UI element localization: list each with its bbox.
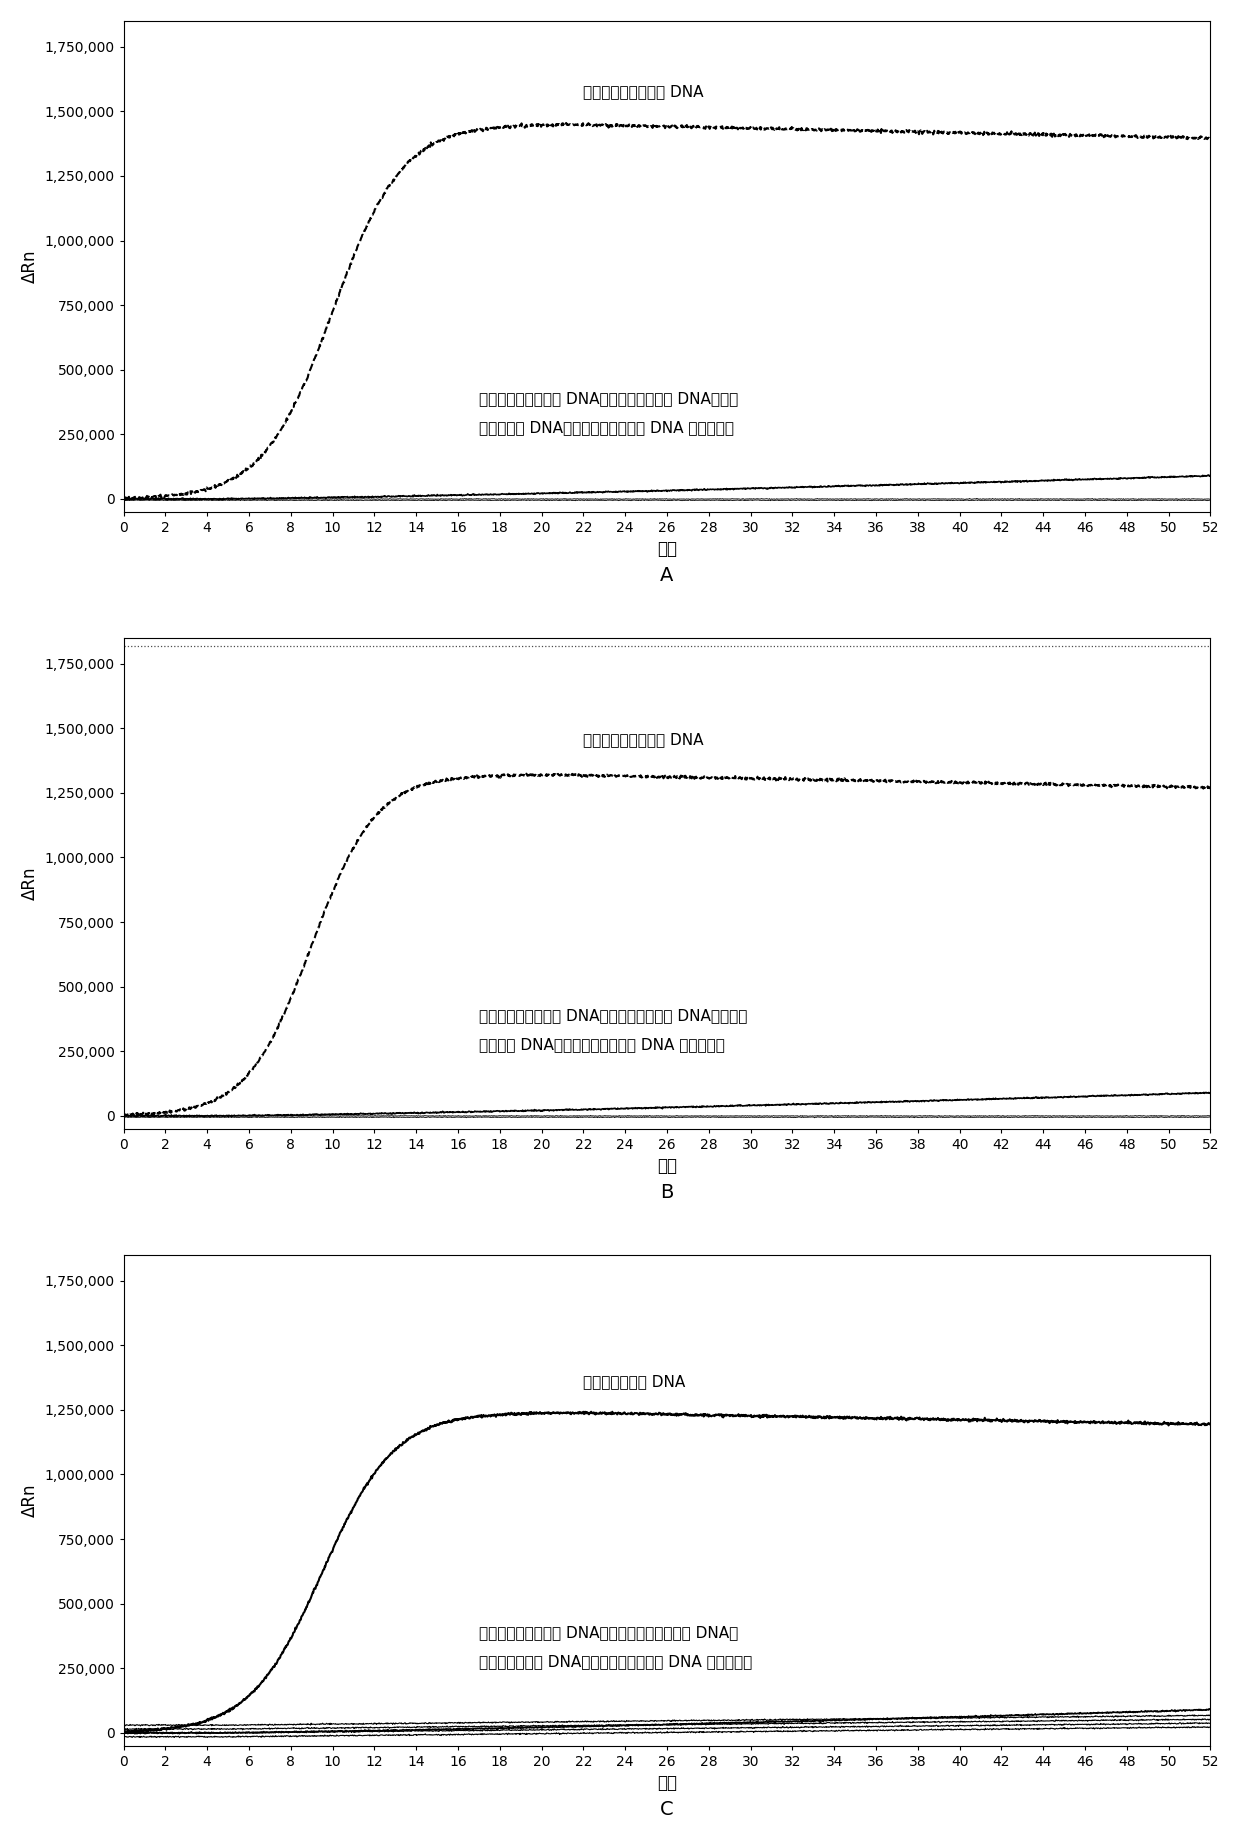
Text: B: B [660,1184,673,1202]
Y-axis label: ΔRn: ΔRn [21,867,38,900]
Text: 表皮葡萄球菌基因组 DNA、金黄葡萄球菌基因组 DNA、: 表皮葡萄球菌基因组 DNA、金黄葡萄球菌基因组 DNA、 [479,1625,738,1640]
Text: 金黄葡萄球菌基因组 DNA: 金黄葡萄球菌基因组 DNA [583,732,704,747]
Text: 表皮葡萄球菌基因组 DNA、粡肠球菌基因组 DNA、屏肠球: 表皮葡萄球菌基因组 DNA、粡肠球菌基因组 DNA、屏肠球 [479,1008,748,1023]
Text: 菌基因组 DNA、酢脉链球菌基因组 DNA 和阴性对照: 菌基因组 DNA、酢脉链球菌基因组 DNA 和阴性对照 [479,1038,724,1052]
Text: 粡肠球菌基因组 DNA: 粡肠球菌基因组 DNA [583,1374,686,1389]
Text: C: C [660,1801,673,1819]
Y-axis label: ΔRn: ΔRn [21,1484,38,1517]
Text: 球菌基因组 DNA、酢脉链球菌基因组 DNA 和阴性对照: 球菌基因组 DNA、酢脉链球菌基因组 DNA 和阴性对照 [479,419,734,436]
X-axis label: 循环: 循环 [657,1157,677,1175]
Text: 表皮葡萄球菌基因组 DNA: 表皮葡萄球菌基因组 DNA [583,84,704,99]
Text: 屏肠球菌基因组 DNA、酢脉链球菌基因组 DNA 和阴性对照: 屏肠球菌基因组 DNA、酢脉链球菌基因组 DNA 和阴性对照 [479,1654,753,1669]
X-axis label: 循环: 循环 [657,1775,677,1792]
X-axis label: 循环: 循环 [657,540,677,558]
Text: A: A [660,565,673,586]
Text: 金黄葡萄球菌基因组 DNA、粡肠球菌基因组 DNA、屏肠: 金黄葡萄球菌基因组 DNA、粡肠球菌基因组 DNA、屏肠 [479,392,738,406]
Y-axis label: ΔRn: ΔRn [21,249,38,284]
